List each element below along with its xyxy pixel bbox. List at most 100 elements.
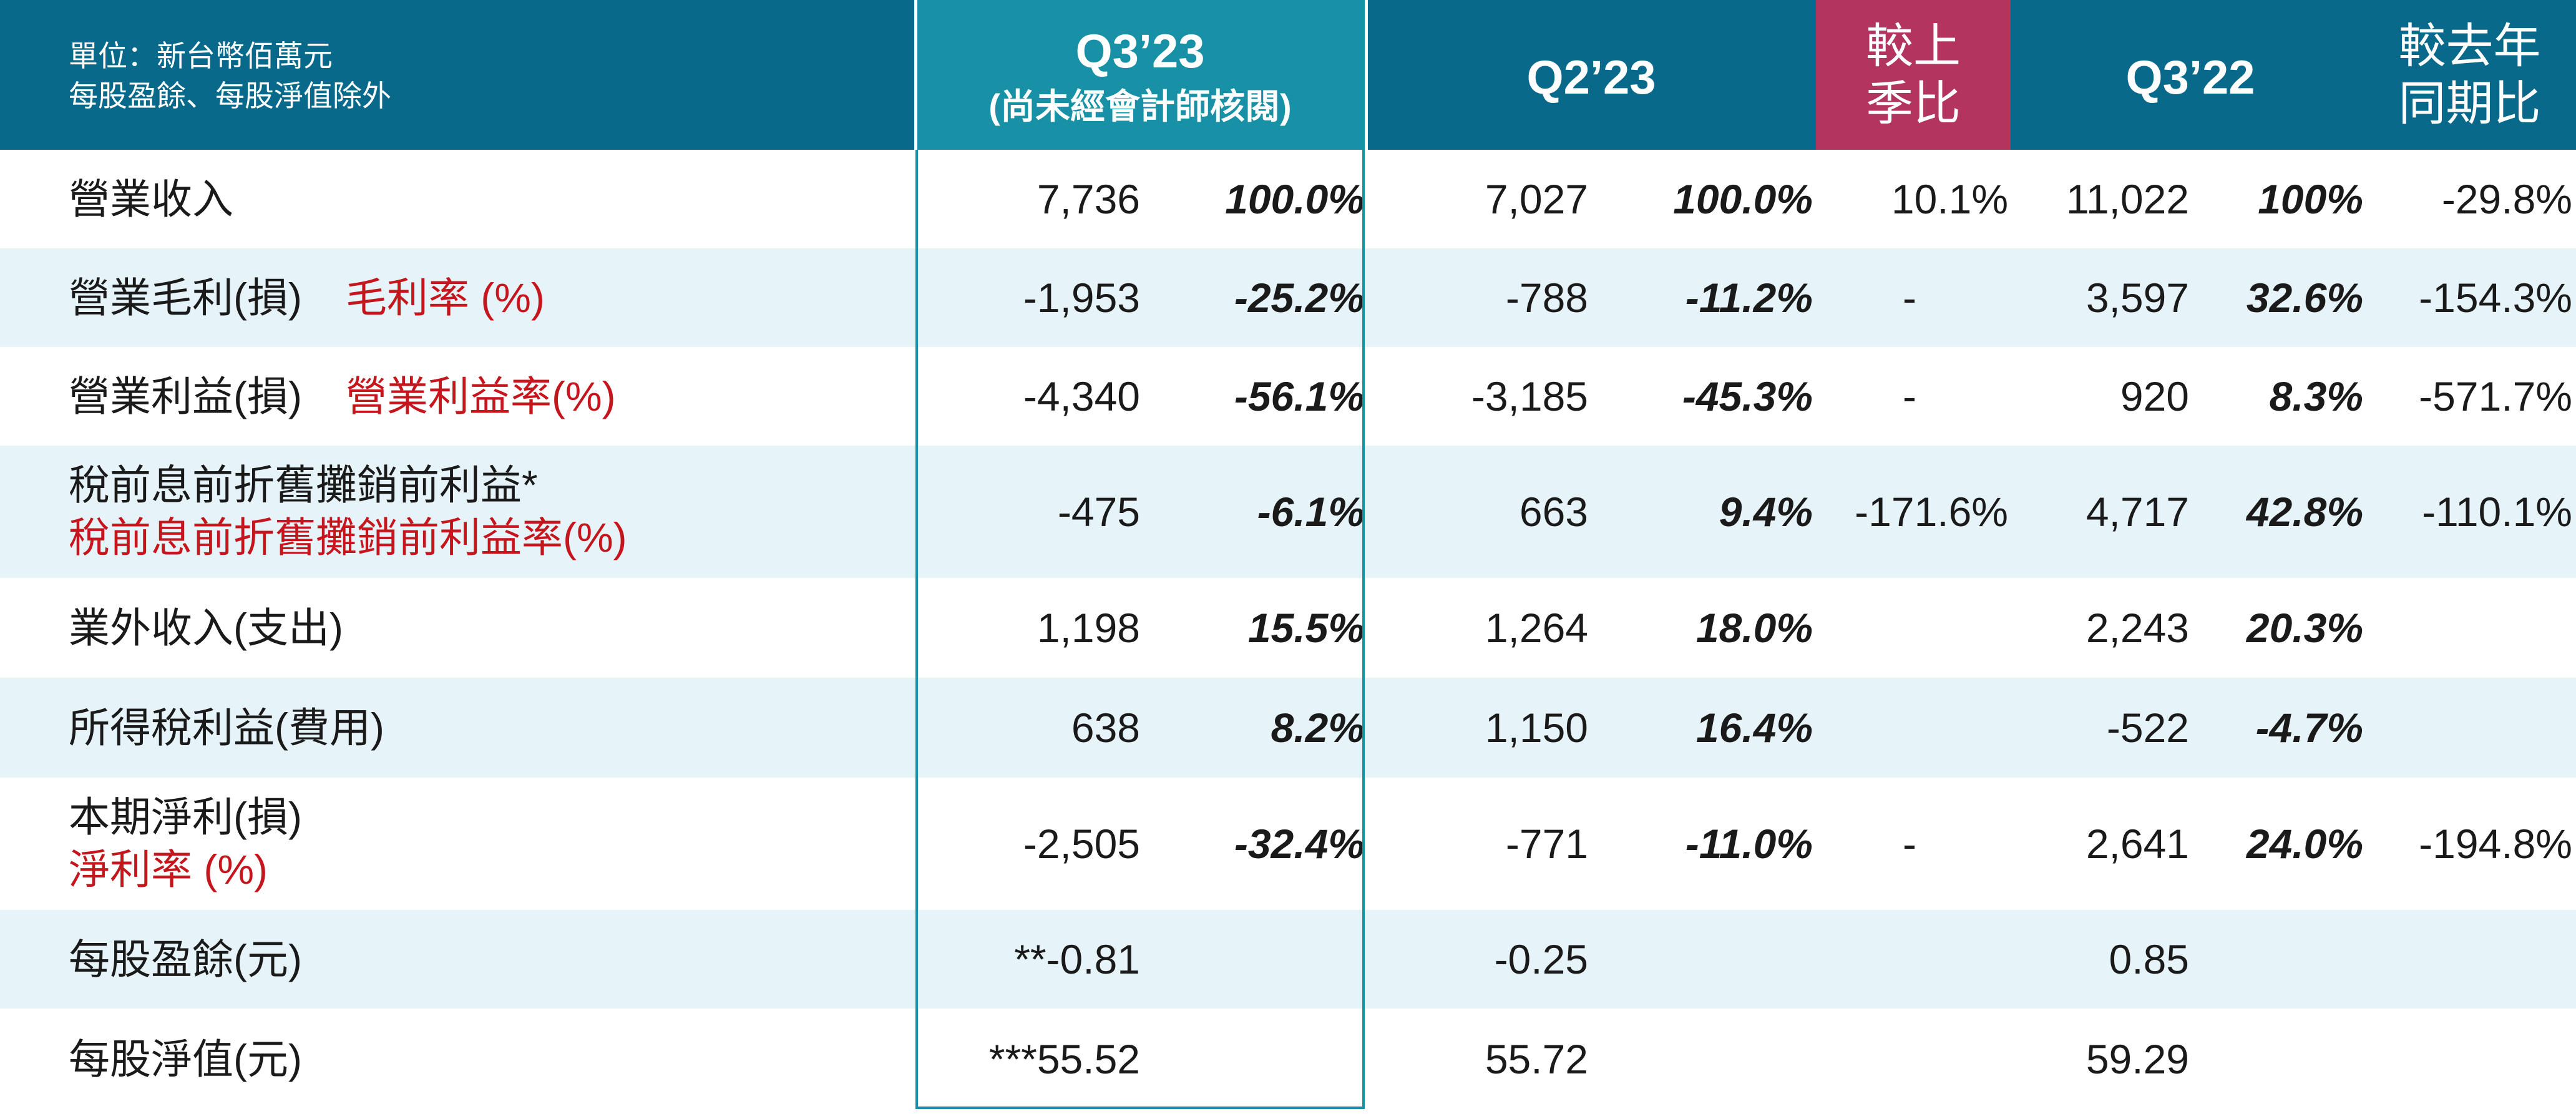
column-title-q3-23: Q3’23	[1075, 25, 1205, 78]
cell-qoq: -	[1903, 821, 1916, 867]
row-label-text: 本期淨利(損)	[69, 794, 302, 840]
row-label: 稅前息前折舊攤銷前利益*	[69, 461, 538, 509]
cell-q3-23-pct: -25.2%	[1234, 275, 1365, 321]
cell-q3-23-pct: -56.1%	[1234, 373, 1365, 419]
cell-q3-23: 638	[1071, 705, 1140, 751]
table-row: 營業利益(損) 營業利益率(%) -4,340 -56.1% -3,185 -45.3% -…	[0, 347, 2576, 446]
cell-q3-22: 11,022	[2066, 176, 2189, 222]
column-title-qoq-line1: 較上	[1866, 20, 1961, 73]
cell-yoy: -154.3%	[2419, 275, 2572, 321]
row-label-text: 所得稅利益(費用)	[69, 705, 384, 751]
cell-q2-23: -0.25	[1494, 936, 1588, 982]
header-separator	[1365, 0, 1368, 150]
unit-note-line2: 每股盈餘、每股淨值除外	[69, 79, 391, 112]
row-label: 營業利益(損) 營業利益率(%)	[69, 372, 616, 421]
cell-q3-22-pct: 42.8%	[2246, 489, 2363, 535]
row-label: 營業毛利(損) 毛利率 (%)	[69, 273, 545, 322]
table-row: 營業收入 7,736 100.0% 7,027 100.0% 10.1% 11,022 100…	[0, 150, 2576, 248]
cell-q3-22: 2,243	[2086, 605, 2189, 651]
cell-q3-23: ***55.52	[988, 1035, 1140, 1082]
column-title-qoq-line2: 季比	[1866, 77, 1961, 130]
cell-q3-23: -4,340	[1023, 373, 1140, 419]
cell-q3-22-pct: 24.0%	[2246, 821, 2363, 867]
cell-q2-23: -3,185	[1471, 373, 1588, 419]
row-label-text: 營業毛利(損)	[69, 275, 302, 321]
cell-q2-23: 1,264	[1485, 605, 1588, 651]
table-row: 稅前息前折舊攤銷前利益* 稅前息前折舊攤銷前利益率(%) -475 -6.1% 663 9…	[0, 446, 2576, 578]
row-label: 每股盈餘(元)	[69, 935, 302, 984]
cell-q3-22: 4,717	[2086, 489, 2189, 535]
cell-q3-23: **-0.81	[1014, 936, 1140, 982]
cell-yoy: -194.8%	[2419, 821, 2572, 867]
column-subtitle-unreviewed: (尚未經會計師核閱)	[988, 87, 1292, 126]
row-label-text: 每股盈餘(元)	[69, 936, 302, 982]
column-title-yoy-line2: 同期比	[2398, 77, 2541, 130]
cell-qoq: 10.1%	[1891, 176, 2008, 222]
row-label: 本期淨利(損)	[69, 793, 302, 841]
cell-q2-23-pct: -11.2%	[1685, 275, 1813, 321]
cell-q3-23-pct: 8.2%	[1271, 705, 1365, 751]
cell-q2-23: 1,150	[1485, 705, 1588, 751]
row-label: 業外收入(支出)	[69, 603, 343, 652]
row-label-text: 每股淨值(元)	[69, 1035, 302, 1082]
cell-yoy: -571.7%	[2419, 373, 2572, 419]
cell-q2-23-pct: 9.4%	[1719, 489, 1813, 535]
cell-q3-23: -2,505	[1023, 821, 1140, 867]
row-label-text: 營業利益(損)	[69, 373, 302, 419]
cell-q2-23: -771	[1505, 821, 1588, 867]
table-row: 每股淨值(元) ***55.52 55.72 59.29	[0, 1009, 2576, 1109]
cell-qoq: -	[1903, 373, 1916, 419]
cell-q3-23: -1,953	[1023, 275, 1140, 321]
cell-q2-23-pct: -45.3%	[1682, 373, 1813, 419]
cell-q3-23-pct: -32.4%	[1234, 821, 1365, 867]
cell-q2-23: 7,027	[1485, 176, 1588, 222]
cell-q3-22: 2,641	[2086, 821, 2189, 867]
unit-note: 單位：新台幣佰萬元 每股盈餘、每股淨值除外	[69, 36, 391, 116]
cell-q3-22-pct: -4.7%	[2255, 705, 2363, 751]
row-label-text: 業外收入(支出)	[69, 605, 343, 651]
qoq-header-cell	[1816, 0, 2011, 150]
cell-q3-23: -475	[1057, 489, 1140, 535]
cell-q3-22: 0.85	[2109, 936, 2189, 982]
cell-q2-23-pct: 16.4%	[1695, 705, 1813, 751]
cell-q3-23-pct: -6.1%	[1257, 489, 1365, 535]
cell-q3-22: 920	[2120, 373, 2189, 419]
cell-yoy: -29.8%	[2441, 176, 2572, 222]
cell-q3-22: 3,597	[2086, 275, 2189, 321]
row-label-text: 稅前息前折舊攤銷前利益*	[69, 462, 538, 508]
cell-q3-22-pct: 8.3%	[2269, 373, 2363, 419]
cell-q2-23: 55.72	[1485, 1035, 1588, 1082]
cell-q3-23-pct: 15.5%	[1247, 605, 1365, 651]
cell-yoy: -110.1%	[2422, 489, 2572, 535]
cell-q2-23-pct: -11.0%	[1685, 821, 1813, 867]
cell-q3-23: 7,736	[1037, 176, 1140, 222]
cell-q3-23-pct: 100.0%	[1225, 176, 1365, 222]
table-row: 業外收入(支出) 1,198 15.5% 1,264 18.0% 2,243 20.3%	[0, 578, 2576, 678]
cell-qoq: -171.6%	[1855, 489, 2008, 535]
column-title-q3-22: Q3’22	[2125, 51, 2255, 104]
row-label: 營業收入	[69, 175, 233, 223]
row-label: 每股淨值(元)	[69, 1035, 302, 1083]
row-ratio-label: 淨利率 (%)	[69, 846, 268, 892]
cell-q2-23-pct: 18.0%	[1695, 605, 1813, 651]
cell-q2-23-pct: 100.0%	[1673, 176, 1813, 222]
q3-23-column-highlight-frame	[915, 150, 1365, 1109]
cell-q3-23: 1,198	[1037, 605, 1140, 651]
row-ratio-label: 毛利率 (%)	[345, 275, 545, 321]
cell-q3-22: -522	[2106, 705, 2189, 751]
table-row: 營業毛利(損) 毛利率 (%) -1,953 -25.2% -788 -11.2% - 3,5…	[0, 248, 2576, 347]
cell-q3-22-pct: 20.3%	[2246, 605, 2363, 651]
cell-qoq: -	[1903, 275, 1916, 321]
cell-q2-23: -788	[1505, 275, 1588, 321]
row-label: 所得稅利益(費用)	[69, 703, 384, 752]
cell-q3-22-pct: 32.6%	[2246, 275, 2363, 321]
q3-23-header-cell	[915, 0, 1365, 150]
table-row: 本期淨利(損) 淨利率 (%) -2,505 -32.4% -771 -11.0% - 2,6…	[0, 778, 2576, 910]
cell-q3-22-pct: 100%	[2258, 176, 2363, 222]
table-row: 所得稅利益(費用) 638 8.2% 1,150 16.4% -522 -4.7%	[0, 678, 2576, 778]
unit-note-line1: 單位：新台幣佰萬元	[69, 39, 333, 72]
table-row: 每股盈餘(元) **-0.81 -0.25 0.85	[0, 910, 2576, 1009]
cell-q2-23: 663	[1519, 489, 1588, 535]
column-title-yoy-line1: 較去年	[2398, 20, 2541, 73]
row-label-text: 營業收入	[69, 176, 233, 222]
